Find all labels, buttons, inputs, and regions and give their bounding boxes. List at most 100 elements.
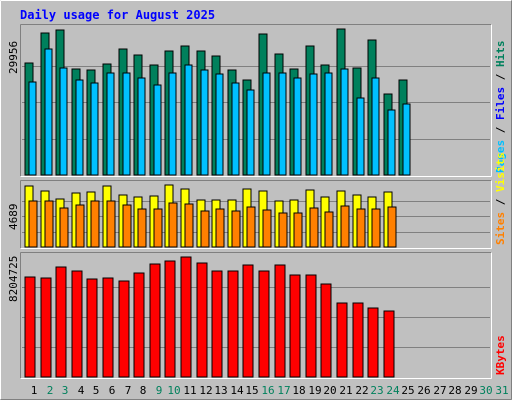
bar-sites-day-23 [371, 208, 381, 248]
bar-kbytes-day-6 [102, 277, 114, 378]
x-tick-label-day-18: 18 [292, 384, 305, 397]
x-tick-label-day-8: 8 [140, 384, 147, 397]
bar-pages-day-15 [246, 89, 255, 176]
bar-pages-day-5 [90, 82, 99, 176]
bar-kbytes-day-15 [242, 264, 254, 378]
bar-pages-day-7 [122, 72, 131, 176]
bar-kbytes-day-5 [86, 278, 98, 378]
bar-kbytes-day-17 [274, 264, 286, 378]
x-tick-label-day-29: 29 [464, 384, 477, 397]
bar-kbytes-day-4 [71, 270, 83, 378]
x-tick-label-day-16: 16 [261, 384, 274, 397]
bar-sites-day-17 [278, 212, 288, 248]
panel-visits-sites: 4689 Sites / Visits [7, 152, 507, 249]
bar-kbytes-day-9 [149, 263, 161, 378]
x-tick-label-day-31: 31 [495, 384, 508, 397]
bar-sites-day-12 [200, 210, 210, 248]
bar-pages-day-23 [371, 77, 380, 176]
bar-kbytes-day-12 [196, 262, 208, 378]
x-tick-label-day-3: 3 [62, 384, 69, 397]
x-tick-label-day-15: 15 [245, 384, 258, 397]
bar-kbytes-day-3 [55, 266, 67, 378]
bar-kbytes-day-7 [118, 280, 130, 378]
x-tick-label-day-23: 23 [370, 384, 383, 397]
bar-pages-day-11 [184, 64, 193, 176]
legend-label: KBytes [494, 335, 507, 375]
legend-segment: Visits [494, 152, 507, 192]
bar-sites-day-7 [122, 204, 132, 248]
bar-kbytes-day-21 [336, 302, 348, 378]
bar-kbytes-day-10 [164, 260, 176, 378]
bar-kbytes-day-18 [289, 274, 301, 378]
bar-pages-day-21 [340, 68, 349, 176]
x-tick-label-day-1: 1 [31, 384, 38, 397]
bar-kbytes-day-14 [227, 270, 239, 378]
x-tick-label-day-25: 25 [401, 384, 414, 397]
bar-pages-day-12 [200, 69, 209, 176]
bar-kbytes-day-1 [24, 276, 36, 378]
legend-segment: Files [494, 87, 507, 120]
bar-sites-day-2 [44, 200, 54, 248]
bar-pages-day-25 [402, 103, 411, 176]
bar-pages-day-24 [387, 109, 396, 176]
bar-pages-day-6 [106, 72, 115, 176]
bar-sites-day-24 [387, 206, 397, 248]
x-tick-label-day-7: 7 [125, 384, 132, 397]
bar-sites-day-10 [168, 202, 178, 248]
y-axis-max-label: 8204725 [7, 256, 20, 302]
bar-sites-day-8 [137, 208, 147, 248]
series-sites [28, 200, 397, 248]
bar-pages-day-8 [137, 77, 146, 176]
panel-hits-files-pages: 29956 Pages / Files / Hits [7, 24, 507, 177]
x-tick-label-day-20: 20 [323, 384, 336, 397]
x-tick-label-day-28: 28 [448, 384, 461, 397]
chart-panels: 29956 Pages / Files / Hits 4689 Sites / Vis… [7, 24, 507, 379]
bar-pages-day-3 [59, 67, 68, 176]
y-axis-max-label: 29956 [7, 41, 20, 74]
bar-pages-day-22 [356, 97, 365, 176]
bar-kbytes-day-20 [320, 283, 332, 378]
bar-pages-day-16 [262, 72, 271, 176]
legend-segment: Hits [494, 41, 507, 68]
x-tick-label-day-12: 12 [199, 384, 212, 397]
bar-sites-day-19 [309, 207, 319, 248]
bar-sites-day-11 [184, 203, 194, 248]
legend-segment: / [494, 67, 507, 87]
bar-sites-day-20 [324, 211, 334, 248]
bar-sites-day-9 [153, 208, 163, 248]
bar-sites-day-3 [59, 207, 69, 248]
x-tick-label-day-9: 9 [156, 384, 163, 397]
bar-pages-day-9 [153, 84, 162, 176]
x-tick-label-day-6: 6 [109, 384, 116, 397]
legend-segment: Sites [494, 212, 507, 245]
x-tick-label-day-19: 19 [308, 384, 321, 397]
bar-pages-day-13 [215, 73, 224, 176]
bar-sites-day-14 [231, 210, 241, 248]
legend-label: Sites / Visits [494, 152, 507, 245]
panel-kbytes: 8204725 KBytes [7, 252, 507, 379]
bar-sites-day-22 [356, 208, 366, 248]
bar-sites-day-16 [262, 209, 272, 248]
x-tick-label-day-14: 14 [230, 384, 244, 397]
x-tick-label-day-4: 4 [78, 384, 85, 397]
x-tick-label-day-17: 17 [277, 384, 290, 397]
bar-kbytes-day-2 [40, 277, 52, 378]
bar-kbytes-day-24 [383, 310, 395, 378]
bar-sites-day-1 [28, 200, 38, 248]
chart-title: Daily usage for August 2025 [20, 8, 215, 22]
series-kbytes [24, 256, 395, 378]
bar-pages-day-20 [324, 72, 333, 176]
x-axis-tick-labels: 1 2 3 4 5 6 7 8 9 10 11 12 13 14 15 16 17 18 19 20 21 22 23 24 2… [31, 384, 509, 397]
bar-kbytes-day-19 [305, 274, 317, 378]
bar-sites-day-6 [106, 200, 116, 248]
x-tick-label-day-11: 11 [183, 384, 196, 397]
x-tick-label-day-27: 27 [433, 384, 446, 397]
bar-pages-day-2 [44, 48, 53, 176]
x-tick-label-day-30: 30 [479, 384, 492, 397]
bar-pages-day-10 [168, 72, 177, 176]
bar-pages-day-14 [231, 82, 240, 176]
bar-sites-day-18 [293, 212, 303, 248]
bar-kbytes-day-23 [367, 307, 379, 378]
